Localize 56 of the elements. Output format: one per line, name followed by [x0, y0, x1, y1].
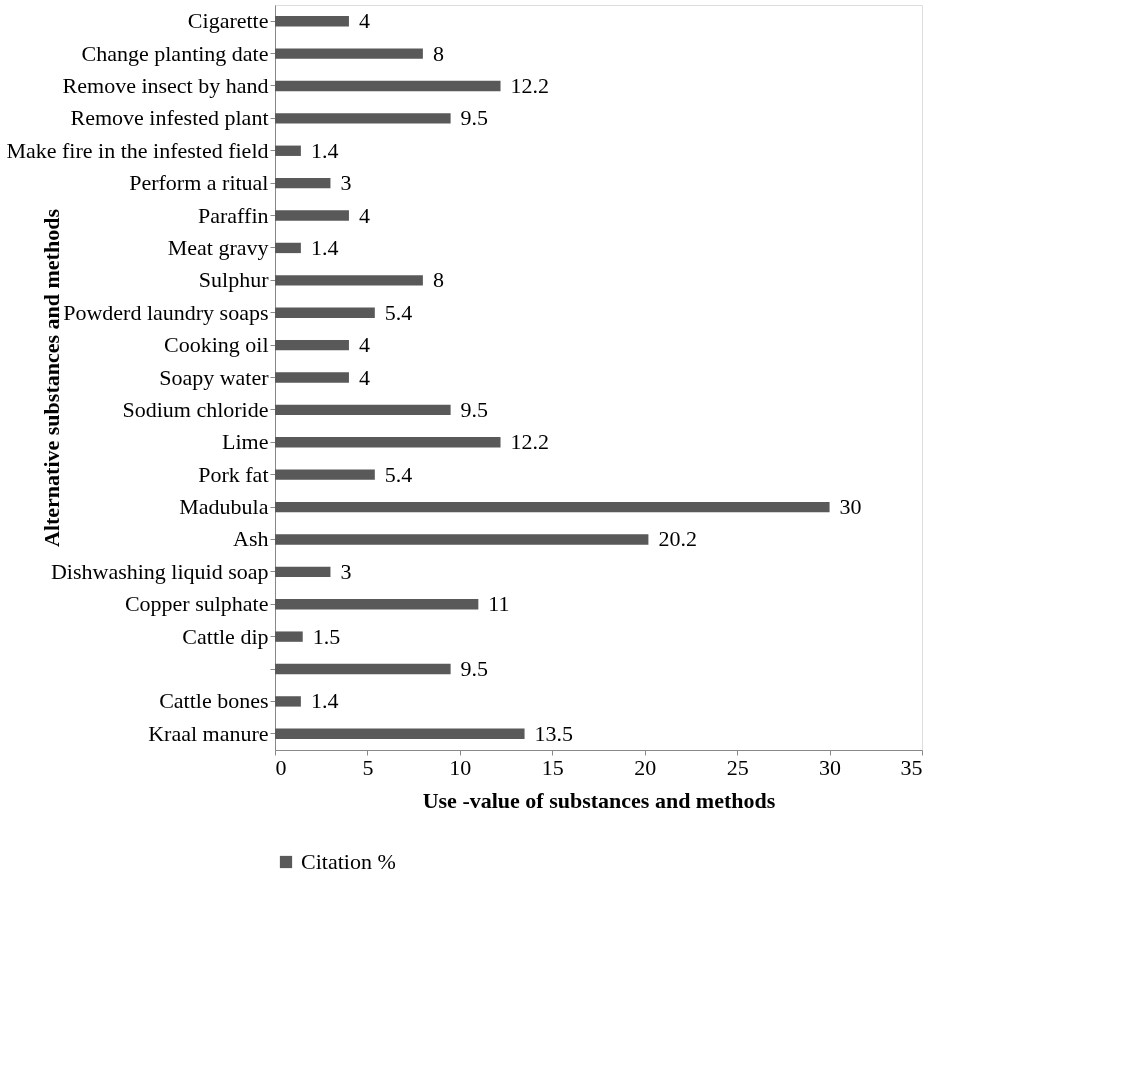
data-label: 1.5: [312, 623, 341, 649]
data-label: 3: [340, 170, 352, 196]
data-label: 20.2: [658, 526, 697, 552]
data-label: 30: [839, 494, 862, 520]
y-tick-label: Copper sulphate: [124, 591, 269, 617]
y-tick-label: Make fire in the infested field: [6, 137, 269, 163]
data-label: 12.2: [510, 72, 550, 98]
y-tick-label: Cooking oil: [163, 332, 269, 358]
y-tick-label: Sulphur: [198, 267, 270, 293]
data-label: 4: [358, 8, 370, 34]
data-label: 9.5: [460, 656, 489, 682]
data-label: 11: [488, 591, 510, 617]
y-tick-label: Remove insect by hand: [62, 72, 269, 98]
x-tick-label: 30: [819, 754, 842, 780]
x-tick-label: 0: [275, 754, 287, 780]
y-tick-label: Ash: [233, 526, 269, 552]
y-tick-label: Pork fat: [198, 461, 269, 487]
data-label: 1.4: [310, 137, 339, 163]
data-label: 5.4: [384, 461, 413, 487]
data-label: 4: [358, 202, 370, 228]
y-tick-label: Sodium chloride: [122, 396, 269, 422]
x-tick-label: 35: [900, 754, 923, 780]
y-tick-label: Paraffin: [198, 202, 269, 228]
y-tick-label: Cattle bones: [159, 688, 269, 714]
y-tick-label: Kraal manure: [148, 720, 269, 746]
data-label: 9.5: [460, 396, 489, 422]
y-tick-label: Soapy water: [159, 364, 270, 390]
y-tick-label: Perform a ritual: [129, 170, 269, 196]
y-tick-label: Remove infested plant: [70, 105, 269, 131]
data-label: 3: [340, 558, 352, 584]
legend-label: Citation %: [301, 849, 396, 874]
y-tick-label: Dishwashing liquid soap: [50, 558, 269, 584]
x-tick-label: 10: [449, 754, 472, 780]
data-label: 9.5: [460, 105, 489, 131]
y-tick-label: Cigarette: [187, 8, 269, 34]
y-axis-title: Alternative substances and methods: [38, 208, 64, 547]
y-tick-label: Meat gravy: [167, 234, 269, 260]
x-tick-label: 15: [541, 754, 564, 780]
x-axis-title: Use -value of substances and methods: [422, 787, 776, 813]
y-tick-label: Powderd laundry soaps: [63, 299, 269, 325]
data-label: 1.4: [310, 688, 339, 714]
data-label: 8: [432, 267, 444, 293]
y-tick-label: Lime: [222, 429, 269, 455]
x-tick-label: 20: [634, 754, 657, 780]
data-label: 12.2: [510, 429, 550, 455]
data-label: 8: [432, 40, 444, 66]
data-label: 4: [358, 364, 370, 390]
data-label: 13.5: [534, 720, 574, 746]
y-tick-label: Change planting date: [81, 40, 269, 66]
y-tick-label: Cattle dip: [182, 623, 269, 649]
y-tick-label: Madubula: [179, 494, 269, 520]
x-tick-label: 25: [726, 754, 749, 780]
data-label: 4: [358, 332, 370, 358]
data-label: 5.4: [384, 299, 413, 325]
data-label: 1.4: [310, 234, 339, 260]
x-tick-label: 5: [362, 754, 374, 780]
